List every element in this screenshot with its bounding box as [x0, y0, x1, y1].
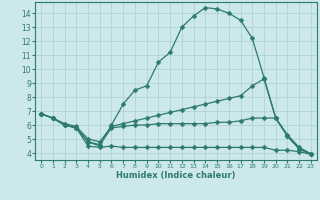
X-axis label: Humidex (Indice chaleur): Humidex (Indice chaleur) [116, 171, 236, 180]
